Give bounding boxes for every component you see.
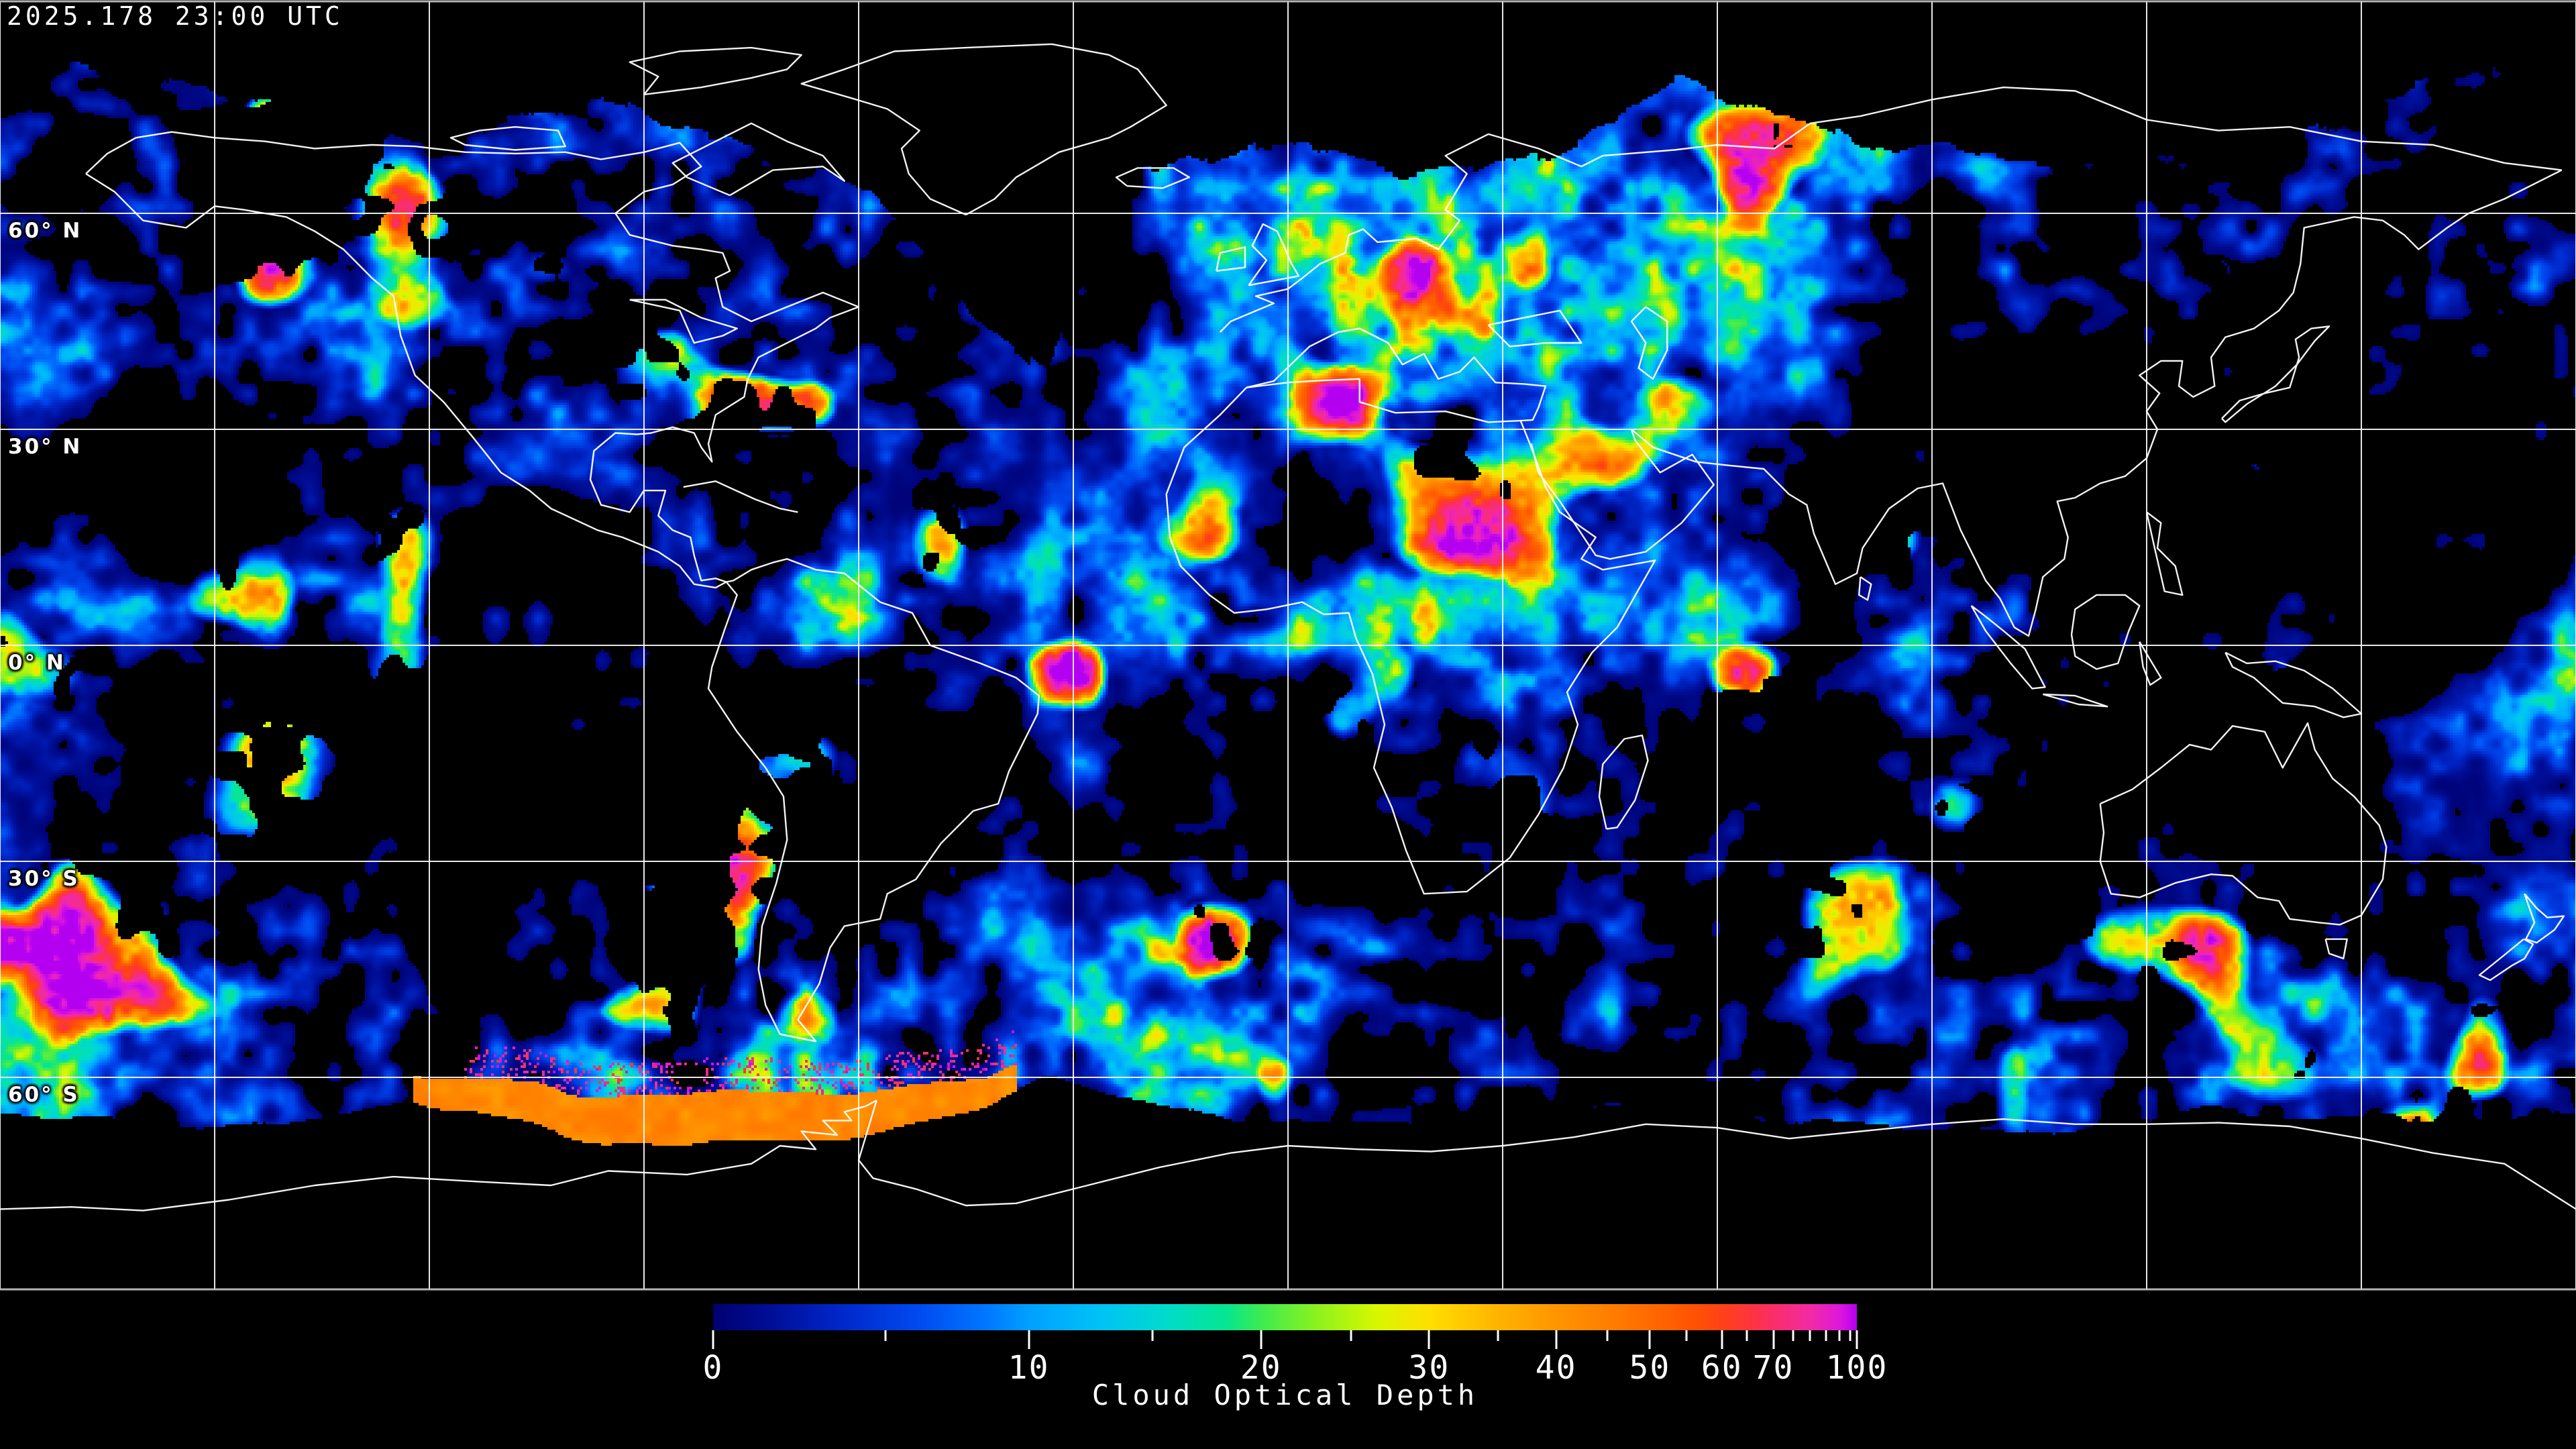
colorbar-minor-tick [1497,1330,1499,1341]
colorbar-gradient [713,1304,1857,1330]
colorbar-tick-label-100: 100 [1825,1349,1888,1387]
lat-label-60s: 60° S [8,1082,80,1107]
colorbar-major-tick [1772,1330,1775,1349]
colorbar-major-tick [1555,1330,1558,1349]
colorbar-minor-tick [1685,1330,1688,1341]
colorbar-tick-label-20: 20 [1240,1349,1282,1387]
colorbar-tick-label-40: 40 [1535,1349,1577,1387]
colorbar-tick-label-10: 10 [1008,1349,1050,1387]
colorbar-major-tick [1028,1330,1030,1349]
colorbar-major-tick [1428,1330,1430,1349]
colorbar-major-tick [1721,1330,1723,1349]
lat-label-30s: 30° S [8,866,80,891]
colorbar-minor-tick [1849,1330,1851,1341]
colorbar-tick-label-30: 30 [1408,1349,1450,1387]
colorbar-minor-tick [1809,1330,1811,1341]
colorbar-minor-tick [1350,1330,1352,1341]
colorbar-minor-tick [884,1330,887,1341]
colorbar-tick-label-70: 70 [1752,1349,1794,1387]
colorbar-minor-tick [1746,1330,1748,1341]
colorbar-major-tick [712,1330,714,1349]
cloud-field-canvas [0,0,2576,1296]
lat-label-30n: 30° N [8,434,83,459]
colorbar-minor-tick [1838,1330,1841,1341]
colorbar-major-tick [1648,1330,1651,1349]
lat-label-60n: 60° N [8,218,83,243]
colorbar-tick-label-50: 50 [1629,1349,1671,1387]
colorbar-tick-label-60: 60 [1701,1349,1743,1387]
colorbar-minor-tick [1151,1330,1154,1341]
colorbar-minor-tick [1825,1330,1827,1341]
colorbar-tick-label-0: 0 [702,1349,724,1387]
timestamp-label: 2025.178 23:00 UTC [7,1,343,31]
lat-label-0n: 0° N [8,650,66,675]
colorbar-title: Cloud Optical Depth [1091,1379,1479,1411]
colorbar-minor-tick [1792,1330,1794,1341]
colorbar-minor-tick [1606,1330,1609,1341]
colorbar-major-tick [1260,1330,1263,1349]
colorbar-major-tick [1856,1330,1858,1349]
